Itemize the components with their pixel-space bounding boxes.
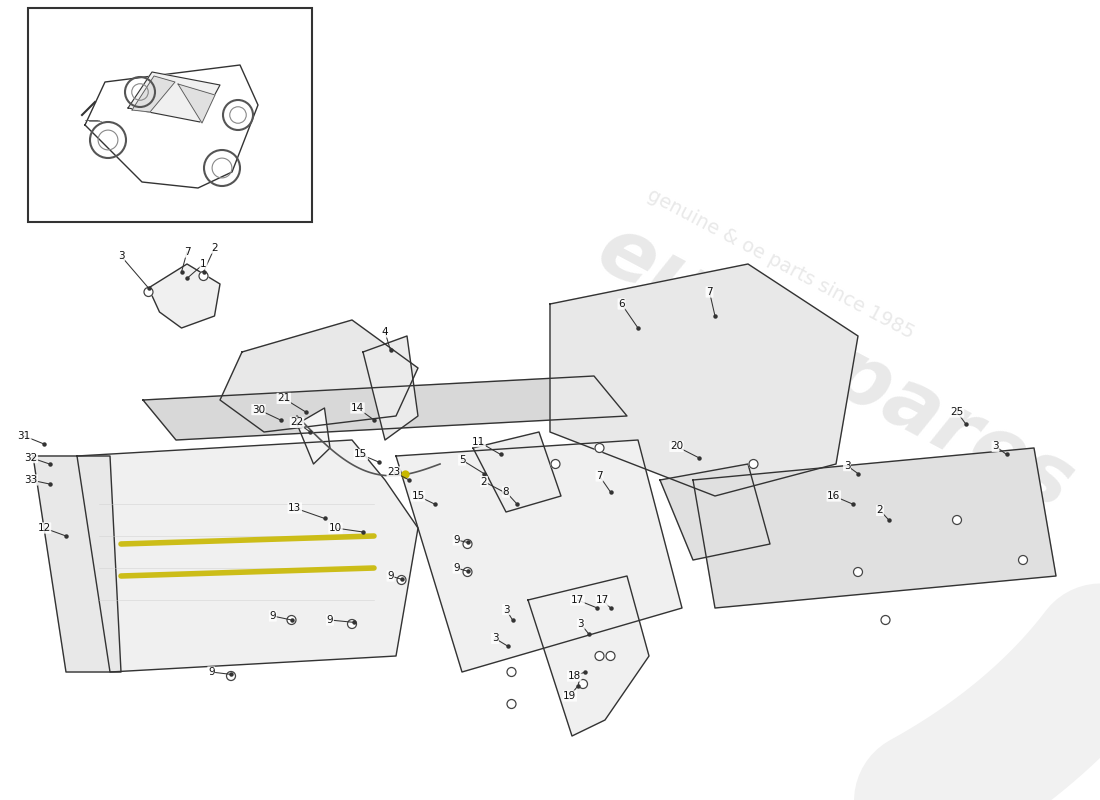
Circle shape bbox=[595, 443, 604, 453]
Circle shape bbox=[287, 615, 296, 625]
Polygon shape bbox=[148, 264, 220, 328]
Text: 19: 19 bbox=[563, 691, 576, 701]
Text: 9: 9 bbox=[208, 667, 214, 677]
Text: 12: 12 bbox=[37, 523, 51, 533]
Text: 3: 3 bbox=[844, 461, 850, 470]
Circle shape bbox=[1019, 555, 1027, 565]
Text: 22: 22 bbox=[290, 418, 304, 427]
Circle shape bbox=[507, 667, 516, 677]
Polygon shape bbox=[77, 440, 418, 672]
Bar bbox=[28, 8, 312, 222]
Polygon shape bbox=[473, 432, 561, 512]
Text: 3: 3 bbox=[492, 634, 498, 643]
Text: 15: 15 bbox=[354, 450, 367, 459]
Circle shape bbox=[953, 515, 961, 525]
Text: 6: 6 bbox=[618, 299, 625, 309]
Circle shape bbox=[606, 651, 615, 661]
Text: 9: 9 bbox=[387, 571, 394, 581]
Polygon shape bbox=[33, 456, 121, 672]
Text: 32: 32 bbox=[24, 453, 37, 462]
Circle shape bbox=[881, 615, 890, 625]
Text: 3: 3 bbox=[992, 442, 999, 451]
Text: 15: 15 bbox=[411, 491, 425, 501]
Text: 18: 18 bbox=[568, 671, 581, 681]
Text: 17: 17 bbox=[596, 595, 609, 605]
Polygon shape bbox=[128, 72, 220, 122]
Text: 31: 31 bbox=[18, 431, 31, 441]
Text: 2: 2 bbox=[211, 243, 218, 253]
Polygon shape bbox=[178, 84, 215, 123]
Text: 3: 3 bbox=[503, 605, 509, 614]
Circle shape bbox=[854, 567, 862, 577]
Text: 9: 9 bbox=[453, 563, 460, 573]
Text: 4: 4 bbox=[382, 327, 388, 337]
Text: 23: 23 bbox=[387, 467, 400, 477]
Text: 2: 2 bbox=[877, 506, 883, 515]
Polygon shape bbox=[660, 464, 770, 560]
Text: 21: 21 bbox=[277, 394, 290, 403]
Text: genuine & oe parts since 1985: genuine & oe parts since 1985 bbox=[645, 186, 917, 342]
Polygon shape bbox=[143, 376, 627, 440]
Polygon shape bbox=[220, 320, 418, 432]
Text: 17: 17 bbox=[571, 595, 584, 605]
Text: 9: 9 bbox=[327, 615, 333, 625]
Text: 33: 33 bbox=[24, 475, 37, 485]
Text: 9: 9 bbox=[270, 611, 276, 621]
Text: 3: 3 bbox=[578, 619, 584, 629]
Text: 1: 1 bbox=[200, 259, 207, 269]
Polygon shape bbox=[363, 336, 418, 440]
Text: eurospares: eurospares bbox=[584, 209, 1088, 527]
Circle shape bbox=[348, 619, 356, 629]
Circle shape bbox=[397, 575, 406, 585]
Text: 11: 11 bbox=[472, 437, 485, 446]
Circle shape bbox=[551, 459, 560, 469]
Text: 16: 16 bbox=[827, 491, 840, 501]
Text: 5: 5 bbox=[459, 455, 465, 465]
Polygon shape bbox=[693, 448, 1056, 608]
Circle shape bbox=[749, 459, 758, 469]
Circle shape bbox=[144, 287, 153, 297]
Text: 2: 2 bbox=[481, 477, 487, 486]
Circle shape bbox=[595, 651, 604, 661]
Text: 9: 9 bbox=[453, 535, 460, 545]
Text: 25: 25 bbox=[950, 407, 964, 417]
Circle shape bbox=[199, 271, 208, 281]
Circle shape bbox=[463, 539, 472, 549]
Polygon shape bbox=[297, 408, 330, 464]
Text: 10: 10 bbox=[329, 523, 342, 533]
Text: 8: 8 bbox=[503, 487, 509, 497]
Polygon shape bbox=[85, 65, 258, 188]
Polygon shape bbox=[528, 576, 649, 736]
Circle shape bbox=[463, 567, 472, 577]
Text: 7: 7 bbox=[596, 471, 603, 481]
Text: 20: 20 bbox=[670, 442, 683, 451]
Polygon shape bbox=[396, 440, 682, 672]
Text: 14: 14 bbox=[351, 403, 364, 413]
Circle shape bbox=[507, 699, 516, 709]
Text: 7: 7 bbox=[706, 287, 713, 297]
Text: 7: 7 bbox=[184, 247, 190, 257]
Text: 3: 3 bbox=[118, 251, 124, 261]
Circle shape bbox=[227, 671, 235, 681]
Polygon shape bbox=[132, 76, 175, 112]
Text: 13: 13 bbox=[288, 503, 301, 513]
Polygon shape bbox=[550, 264, 858, 496]
Circle shape bbox=[579, 679, 587, 689]
Text: 30: 30 bbox=[252, 405, 265, 414]
